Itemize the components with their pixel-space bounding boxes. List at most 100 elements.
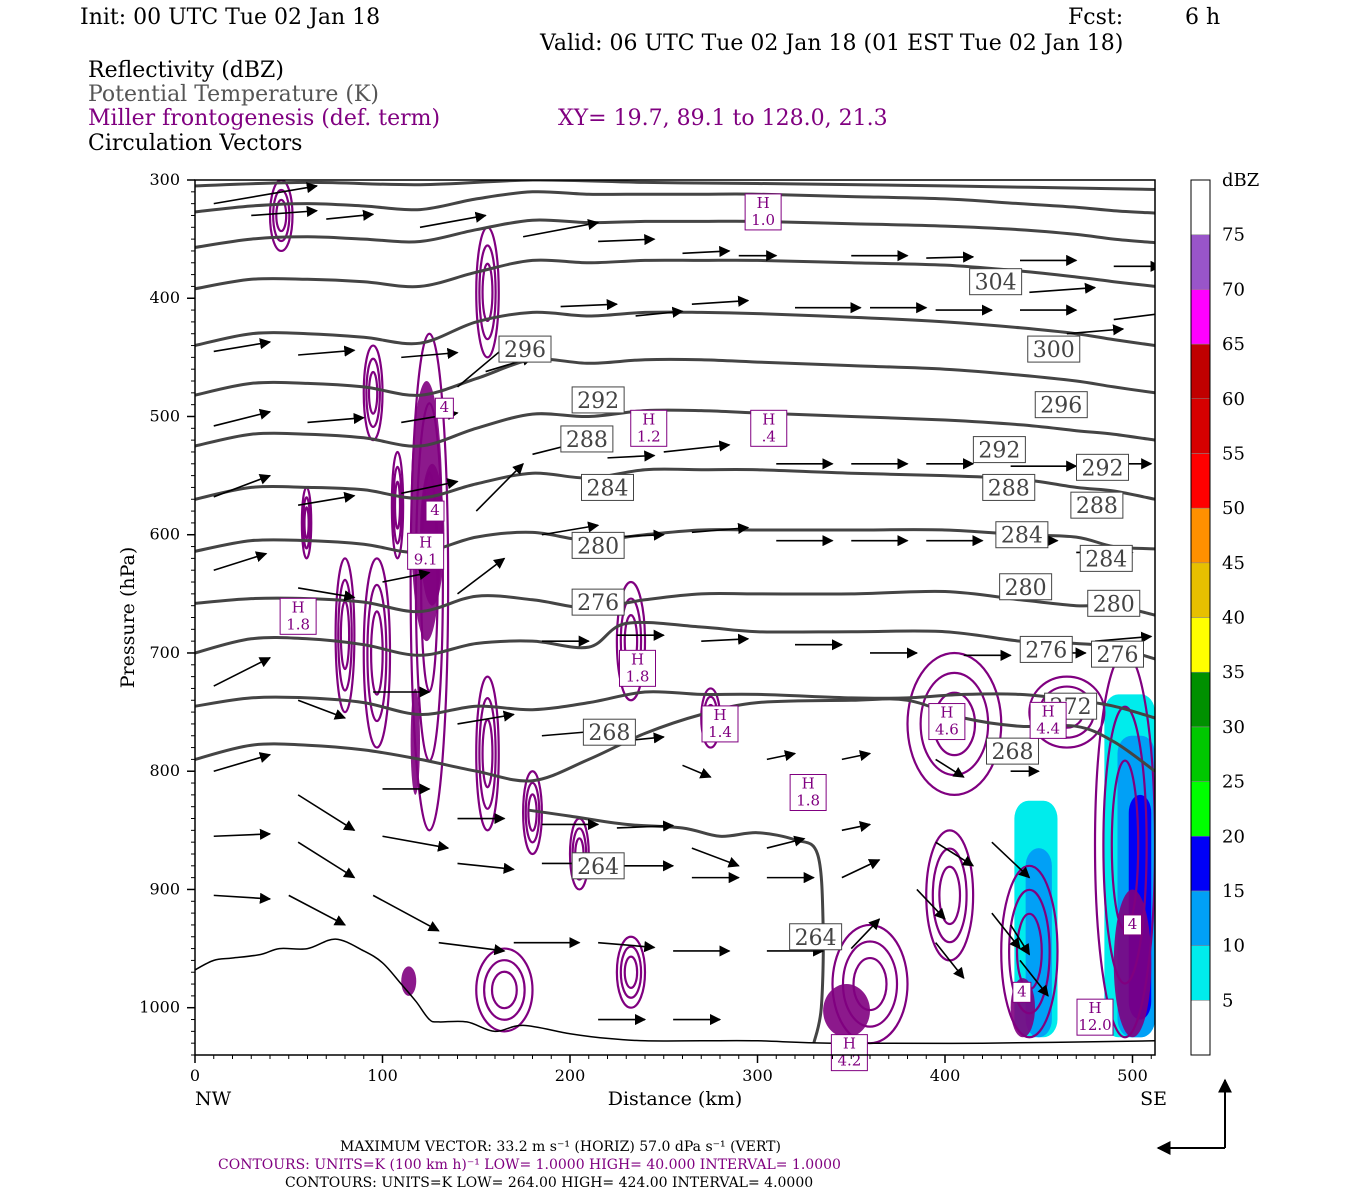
frontogenesis-label-text: H bbox=[940, 704, 953, 722]
theta-label-box bbox=[972, 436, 1026, 464]
frontogenesis-label-text: .4 bbox=[762, 427, 776, 445]
circulation-vector-4 bbox=[522, 218, 600, 238]
theta-label-17: 292 bbox=[571, 386, 625, 414]
theta-label-box bbox=[1027, 335, 1081, 363]
theta-label-text: 268 bbox=[992, 740, 1034, 765]
circulation-vector-84 bbox=[213, 828, 272, 840]
colorbar-segment-13 bbox=[1190, 289, 1211, 345]
frontogenesis-label-6: H1.8 bbox=[279, 597, 317, 635]
circulation-vector-2 bbox=[326, 209, 375, 221]
circulation-vector-31 bbox=[607, 450, 656, 462]
circulation-vector-13 bbox=[1113, 313, 1155, 321]
theta-label-text: 264 bbox=[795, 926, 837, 951]
theta-contour-296 bbox=[195, 357, 1155, 397]
circulation-vector-85 bbox=[297, 841, 356, 879]
y-tick-label-900: 900 bbox=[149, 879, 180, 898]
footer-theta-contours: CONTOURS: UNITS=K LOW= 264.00 HIGH= 424.… bbox=[285, 1175, 814, 1191]
frontogenesis-label-text: 1.4 bbox=[708, 723, 732, 741]
x-axis-label: Distance (km) bbox=[608, 1088, 743, 1110]
y-tick-label-500: 500 bbox=[149, 406, 180, 425]
terrain-surface-line bbox=[195, 938, 1155, 1045]
frontogenesis-label-text: 4 bbox=[1128, 915, 1138, 933]
frontogenesis-label-1: 4 bbox=[434, 397, 454, 419]
theta-label-text: 276 bbox=[577, 591, 619, 616]
frontogenesis-label-text: H bbox=[419, 533, 432, 551]
colorbar-label-35: 35 bbox=[1222, 662, 1245, 683]
frontogenesis-ring bbox=[1102, 705, 1148, 985]
colorbar-title: dBZ bbox=[1222, 170, 1259, 191]
theta-label-box bbox=[571, 386, 625, 414]
theta-label-13: 284 bbox=[1079, 544, 1133, 572]
legend-reflectivity: Reflectivity (dBZ) bbox=[88, 58, 284, 83]
theta-label-box bbox=[498, 335, 552, 363]
frontogenesis-label-box bbox=[619, 649, 656, 687]
theta-contour-316 bbox=[195, 180, 1155, 191]
circulation-vector-9 bbox=[926, 251, 975, 263]
theta-label-text: 280 bbox=[1093, 592, 1135, 617]
circulation-vector-38 bbox=[213, 473, 272, 498]
frontogenesis-label-text: 4.2 bbox=[837, 1052, 861, 1070]
frontogenesis-contour-7 bbox=[362, 557, 392, 749]
y-tick-label-600: 600 bbox=[149, 525, 180, 544]
theta-label-text: 280 bbox=[577, 534, 619, 559]
frontogenesis-contour-19 bbox=[475, 947, 534, 1033]
theta-label-text: 296 bbox=[1040, 394, 1082, 419]
colorbar-segment-0 bbox=[1190, 1000, 1211, 1056]
frontogenesis-ring bbox=[393, 480, 402, 530]
colorbar-segment-8 bbox=[1190, 562, 1211, 618]
circulation-vector-71 bbox=[935, 758, 965, 778]
frontogenesis-label-box bbox=[750, 409, 788, 447]
frontogenesis-label-text: 9.1 bbox=[414, 550, 438, 568]
theta-contour-304 bbox=[195, 258, 1155, 291]
circulation-vector-27 bbox=[307, 412, 365, 425]
theta-label-20: 296 bbox=[498, 335, 552, 363]
theta-label-box bbox=[1079, 544, 1133, 572]
theta-contour-312 bbox=[195, 190, 1155, 215]
forecast-hours: 6 h bbox=[1185, 5, 1221, 30]
frontogenesis-ring bbox=[339, 600, 351, 671]
frontogenesis-ring bbox=[481, 262, 494, 323]
colorbar-label-15: 15 bbox=[1222, 881, 1245, 902]
legend-theta: Potential Temperature (K) bbox=[88, 82, 379, 107]
frontogenesis-label-text: 4 bbox=[1017, 982, 1027, 1000]
theta-label-9: 280 bbox=[999, 573, 1053, 601]
colorbar-segment-14 bbox=[1190, 234, 1211, 290]
frontogenesis-ring bbox=[275, 198, 288, 233]
frontogenesis-label-box bbox=[744, 193, 782, 231]
theta-label-text: 288 bbox=[988, 476, 1030, 501]
theta-label-7: 276 bbox=[1091, 640, 1144, 668]
frontogenesis-label-box bbox=[1012, 981, 1032, 1003]
colorbar-label-30: 30 bbox=[1222, 717, 1245, 738]
frontogenesis-ring bbox=[623, 955, 639, 989]
circulation-vector-105 bbox=[1009, 924, 1031, 956]
colorbar-segment-1 bbox=[1190, 945, 1211, 1001]
frontogenesis-ring bbox=[483, 959, 526, 1021]
circulation-vector-56 bbox=[701, 633, 750, 645]
circulation-vector-62 bbox=[213, 656, 271, 687]
theta-contour-268 bbox=[195, 697, 1155, 783]
legend-xy: XY= 19.7, 89.1 to 128.0, 21.3 bbox=[558, 106, 888, 131]
circulation-vector-97 bbox=[372, 894, 440, 932]
frontogenesis-label-4: 4 bbox=[425, 500, 445, 522]
frontogenesis-label-text: H bbox=[802, 775, 815, 793]
circulation-vector-103 bbox=[850, 918, 881, 950]
circulation-vector-0 bbox=[213, 182, 318, 205]
forecast-label: Fcst: bbox=[1068, 5, 1124, 30]
theta-label-box bbox=[999, 573, 1053, 601]
frontogenesis-label-box bbox=[701, 705, 739, 743]
frontogenesis-label-7: H1.8 bbox=[619, 649, 656, 687]
frontogenesis-core-5 bbox=[401, 966, 417, 996]
colorbar-segment-6 bbox=[1190, 671, 1211, 728]
theta-contour-264 bbox=[528, 808, 825, 1044]
frontogenesis-ring bbox=[362, 557, 392, 749]
theta-label-text: 284 bbox=[1001, 524, 1043, 549]
colorbar-segment-11 bbox=[1190, 398, 1211, 454]
frontogenesis-ring bbox=[490, 970, 518, 1010]
circulation-vector-87 bbox=[457, 862, 515, 874]
frontogenesis-label-text: 4 bbox=[440, 398, 450, 416]
colorbar-segment-3 bbox=[1190, 836, 1211, 892]
circulation-vector-98 bbox=[438, 941, 506, 956]
frontogenesis-label-box bbox=[1029, 701, 1067, 739]
frontogenesis-contour-15 bbox=[925, 829, 975, 962]
